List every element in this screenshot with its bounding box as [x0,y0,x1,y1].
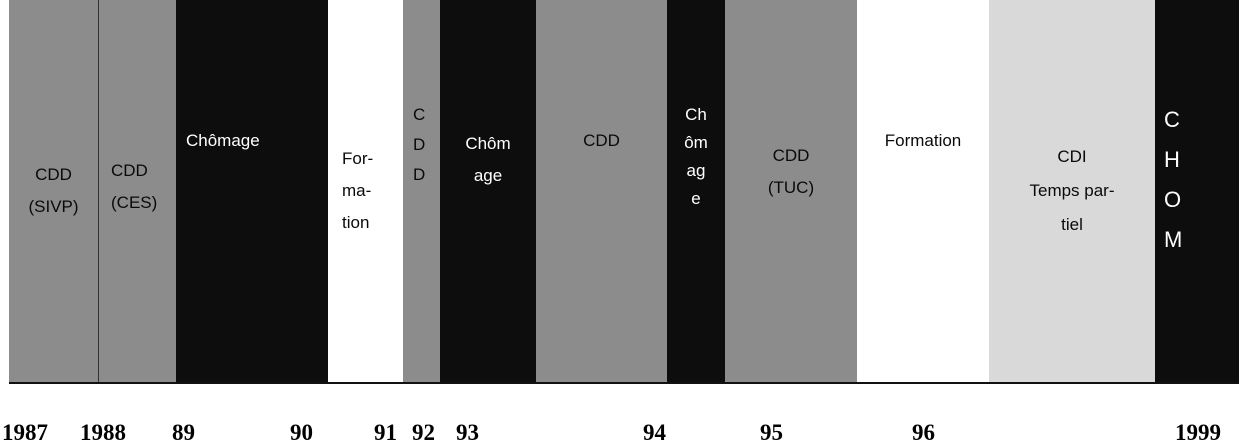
year-label: 95 [760,420,783,445]
segment-label: CDI Temps par- tiel [1029,147,1115,234]
career-timeline: CDD (SIVP) CDD (CES) Chômage For- ma- ti… [9,0,1239,384]
year-label: 93 [456,420,479,445]
segment-label: For- ma- tion [342,149,374,232]
segment-label: CDD (SIVP) [28,165,79,216]
segment-label: Formation [884,131,962,151]
segment-cdd: CDD [536,0,667,382]
segment-cdd-short: C D D [403,0,440,382]
segment-label: C D D [413,105,426,185]
segment-cdd-tuc: CDD (TUC) [725,0,857,382]
segment-label: Ch ôm ag e [684,104,708,208]
segment-label: Chômage [186,131,260,151]
segment-formation-1: For- ma- tion [328,0,403,382]
segment-chomage-3: Ch ôm ag e [667,0,725,382]
segment-label: Chôm age [465,134,511,186]
segment-cdi-temps-partiel: CDI Temps par- tiel [989,0,1155,382]
year-label: 91 [374,420,397,445]
year-label: 94 [643,420,666,445]
segment-label: C H O M [1164,106,1183,252]
segment-chomage-4: C H O M [1155,0,1239,382]
year-label: 1999 [1175,420,1221,445]
segment-label: CDD (CES) [111,161,158,213]
segment-label: CDD (TUC) [767,145,815,197]
year-label: 92 [412,420,435,445]
segment-label: CDD [583,131,620,151]
year-label: 89 [172,420,195,445]
segment-chomage-2: Chôm age [440,0,536,382]
year-label: 1988 [80,420,126,445]
segment-cdd-sivp: CDD (SIVP) [9,0,98,382]
segment-formation-2: Formation [857,0,989,382]
year-axis: 1987 1988 89 90 91 92 93 94 95 96 1999 [0,418,1239,448]
year-label: 96 [912,420,935,445]
segment-cdd-ces: CDD (CES) [98,0,176,382]
year-label: 1987 [2,420,48,445]
segment-chomage-1: Chômage [176,0,328,382]
year-label: 90 [290,420,313,445]
